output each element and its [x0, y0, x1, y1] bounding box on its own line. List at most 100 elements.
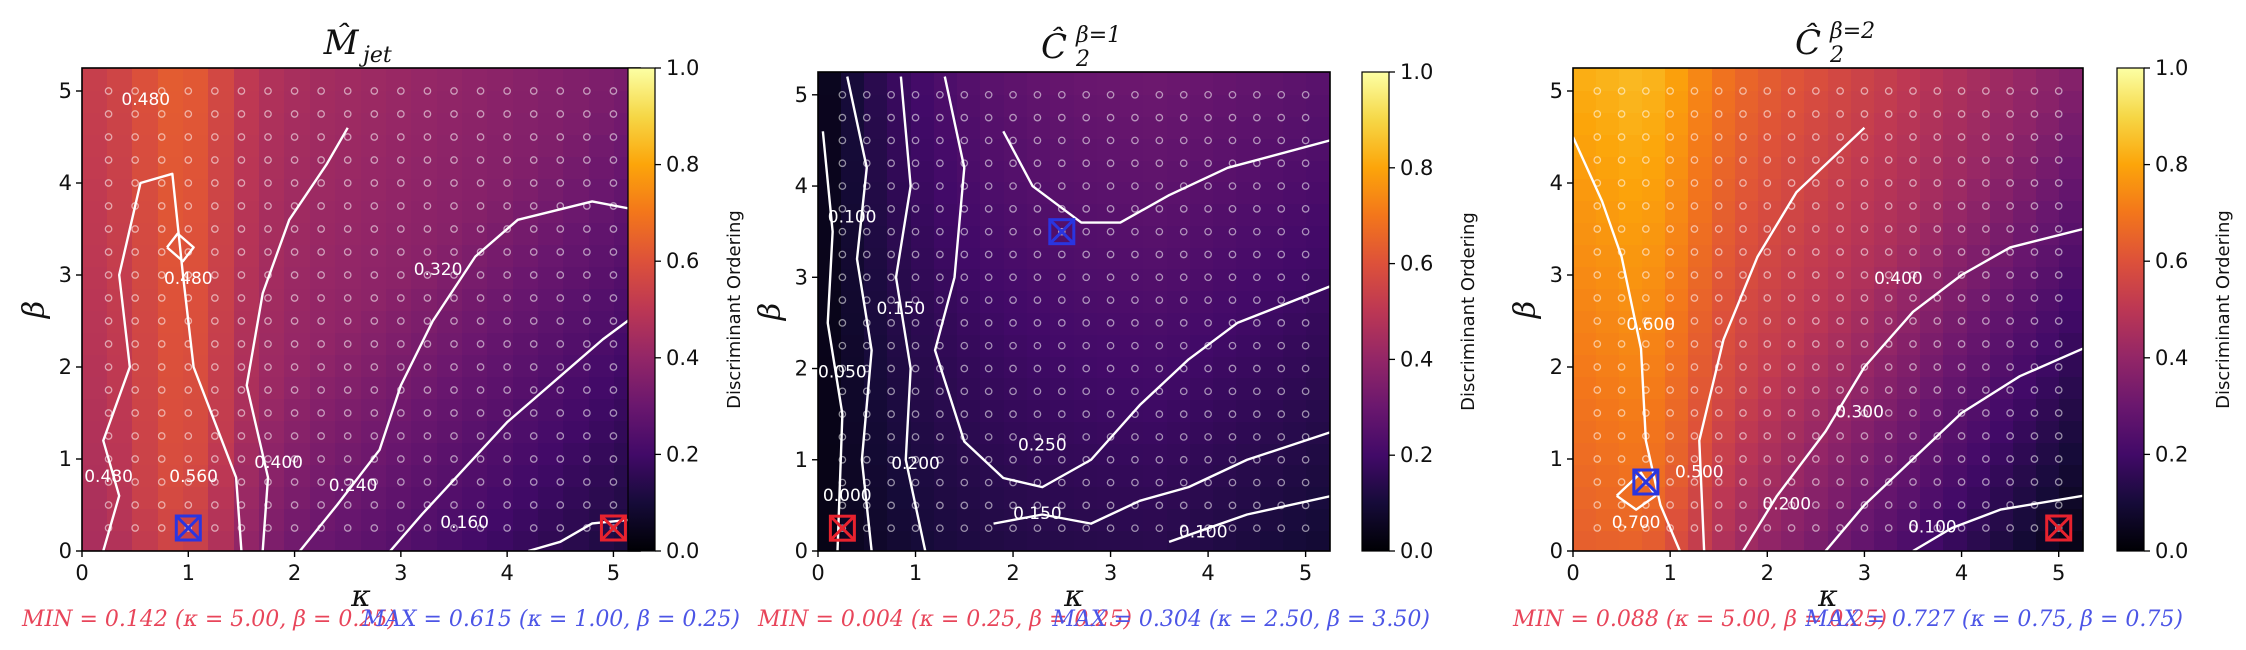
x-tick-label: 2	[1006, 561, 1019, 585]
sample-point	[984, 387, 993, 396]
sample-point	[1666, 524, 1674, 532]
sample-point	[911, 387, 920, 396]
sample-point	[583, 110, 591, 118]
heatmap-cell	[1665, 155, 1690, 179]
sample-point	[609, 179, 618, 187]
sample-point	[1642, 179, 1650, 187]
contour-label: 0.560	[169, 467, 218, 487]
sample-point	[1301, 319, 1310, 327]
sample-point	[503, 455, 511, 463]
heatmap-cell	[1712, 397, 1737, 421]
heatmap-cell	[589, 221, 616, 245]
heatmap-cell	[1143, 420, 1169, 444]
heatmap-cell	[82, 507, 109, 531]
sample-point	[1933, 340, 1942, 348]
sample-point	[343, 501, 352, 509]
heatmap-cell	[1990, 265, 2015, 289]
sample-point	[609, 363, 618, 371]
sample-point	[1836, 386, 1844, 394]
sample-point	[1739, 202, 1747, 210]
sample-point	[911, 478, 920, 487]
sample-point	[1204, 433, 1212, 441]
sample-point	[157, 455, 166, 463]
heatmap-cell	[1236, 180, 1262, 204]
heatmap-cell	[1804, 353, 1829, 377]
sample-point	[1033, 159, 1042, 168]
heatmap-cell	[1027, 289, 1052, 313]
heatmap-cell	[361, 353, 388, 377]
sample-point	[936, 433, 944, 441]
sample-point	[1106, 90, 1115, 99]
sample-point	[1957, 225, 1966, 233]
sample-point	[1179, 501, 1188, 510]
heatmap-cell	[1097, 333, 1122, 357]
sample-point	[397, 133, 405, 141]
heatmap-cell	[887, 224, 913, 248]
heatmap-cell	[1828, 507, 1853, 531]
heatmap-cell	[1260, 311, 1285, 335]
max-annotation: MAX = 0.304 (κ = 2.50, β = 3.50)	[1051, 607, 1430, 632]
sample-point	[1909, 317, 1917, 325]
heatmap-cell	[1074, 115, 1099, 139]
heatmap-cell	[563, 177, 591, 201]
heatmap-cell	[1851, 507, 1876, 531]
sample-point	[887, 296, 895, 304]
heatmap-cell	[310, 287, 337, 311]
sample-point	[1666, 294, 1674, 302]
sample-point	[556, 478, 565, 486]
heatmap-cell	[563, 221, 591, 245]
sample-point	[450, 156, 458, 164]
sample-point	[1057, 387, 1066, 396]
heatmap-cell	[361, 331, 388, 355]
heatmap-cell	[487, 529, 515, 551]
heatmap-cell	[1874, 111, 1899, 135]
heatmap-cell	[1027, 202, 1052, 226]
sample-point	[184, 156, 193, 164]
heatmap-cell	[1050, 159, 1075, 182]
sample-point	[1666, 87, 1674, 95]
heatmap-cell	[2013, 155, 2038, 179]
sample-point	[1179, 478, 1188, 487]
sample-point	[1593, 202, 1602, 210]
heatmap-cell	[1735, 199, 1760, 223]
sample-point	[1593, 340, 1602, 348]
sample-point	[1787, 110, 1796, 118]
heatmap-cell	[563, 441, 591, 465]
sample-point	[1690, 409, 1699, 417]
contour-label: 0.700	[1612, 513, 1661, 533]
heatmap-cell	[1665, 287, 1690, 311]
heatmap-cell	[841, 442, 866, 465]
heatmap-cell	[82, 529, 109, 551]
sample-point	[911, 341, 920, 350]
heatmap-cell	[1027, 137, 1052, 161]
heatmap-cell	[437, 397, 464, 421]
x-tick-label: 4	[1201, 561, 1214, 585]
sample-point	[529, 202, 538, 210]
sample-point	[1739, 478, 1747, 486]
heatmap-cell	[234, 265, 261, 289]
y-tick-label: 4	[1550, 171, 1563, 195]
heatmap-cell	[1920, 221, 1945, 245]
sample-point	[1228, 364, 1237, 373]
heatmap-cell	[1897, 243, 1922, 267]
sample-point	[1909, 524, 1917, 532]
heatmap-cell	[411, 133, 439, 157]
heatmap-cell	[1190, 398, 1215, 422]
heatmap-cell	[1306, 376, 1330, 400]
sample-point	[317, 225, 325, 233]
sample-point	[609, 271, 618, 279]
max-marker-cross	[175, 514, 202, 542]
sample-point	[1836, 225, 1844, 233]
heatmap-cell	[1665, 309, 1690, 333]
sample-point	[1836, 363, 1844, 371]
sample-point	[2054, 501, 2063, 509]
sample-point	[960, 250, 969, 259]
sample-point	[936, 90, 944, 99]
heatmap-cell	[462, 485, 489, 509]
colorbar-tick-label: 0.4	[666, 346, 699, 370]
heatmap-cell	[818, 93, 843, 117]
contours	[102, 127, 640, 551]
sample-point	[936, 250, 944, 259]
sample-point	[1009, 159, 1017, 168]
